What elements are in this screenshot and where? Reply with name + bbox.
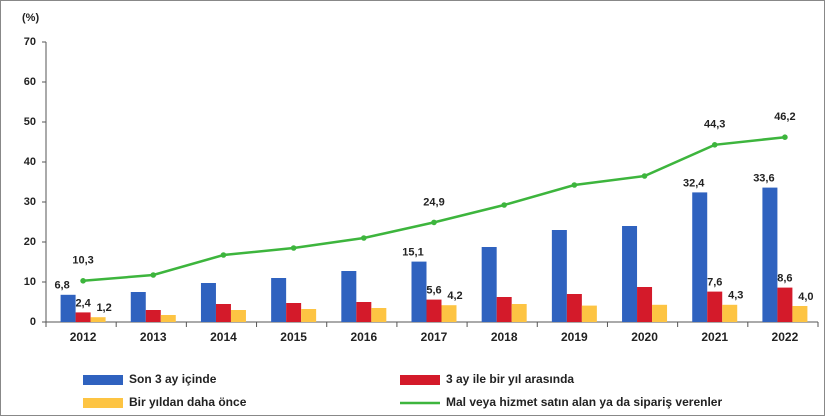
bar	[581, 305, 597, 322]
line-marker	[290, 245, 297, 251]
data-label: 4,2	[447, 290, 462, 302]
bar	[271, 278, 287, 322]
bar	[286, 303, 302, 322]
bar	[566, 294, 582, 322]
data-label: 7,6	[707, 277, 722, 289]
y-tick-label: 0	[30, 316, 36, 328]
line-marker	[220, 252, 227, 258]
bar	[230, 310, 246, 322]
line-marker	[641, 173, 648, 179]
bar	[707, 291, 723, 322]
x-tick-label: 2015	[280, 330, 307, 344]
bar	[341, 271, 357, 322]
data-label: 15,1	[402, 247, 423, 259]
x-tick-label: 2022	[772, 330, 799, 344]
line-marker	[431, 219, 437, 226]
bar	[90, 317, 106, 322]
bar	[426, 299, 442, 322]
x-tick-label: 2017	[421, 330, 448, 344]
bar	[441, 305, 457, 322]
data-label: 32,4	[683, 177, 705, 189]
legend-swatch	[83, 375, 123, 385]
bar	[75, 312, 91, 322]
data-label: 46,2	[774, 111, 795, 123]
x-tick-label: 2014	[210, 330, 237, 344]
bar	[145, 310, 161, 322]
y-tick-label: 50	[24, 116, 36, 128]
data-label: 6,8	[54, 280, 69, 292]
y-tick-label: 10	[24, 276, 36, 288]
bar	[622, 226, 638, 322]
bar	[722, 304, 738, 322]
bar	[652, 304, 668, 322]
x-tick-label: 2012	[70, 330, 97, 344]
bar	[511, 304, 527, 322]
x-tick-label: 2021	[701, 330, 728, 344]
data-label: 33,6	[753, 173, 774, 185]
y-tick-label: 20	[24, 236, 36, 248]
y-tick-label: 60	[24, 76, 36, 88]
x-tick-label: 2019	[561, 330, 588, 344]
bar	[60, 294, 76, 322]
data-label: 4,3	[728, 290, 743, 302]
x-tick-label: 2020	[631, 330, 658, 344]
bar	[637, 287, 653, 322]
line-marker	[80, 278, 86, 284]
bar	[200, 283, 216, 322]
data-label: 24,9	[423, 196, 444, 208]
data-label: 10,3	[72, 255, 93, 267]
bar	[356, 302, 372, 322]
x-tick-label: 2018	[491, 330, 518, 344]
data-label: 5,6	[426, 285, 441, 297]
x-tick-label: 2016	[350, 330, 377, 344]
y-tick-label: 70	[24, 36, 36, 48]
bar	[692, 192, 708, 322]
data-label: 4,0	[798, 291, 813, 303]
bar	[762, 187, 778, 322]
legend-label: Mal veya hizmet satın alan ya da sipariş…	[446, 395, 722, 409]
line-marker	[711, 142, 718, 148]
data-label: 44,3	[704, 119, 725, 131]
bar	[371, 308, 387, 322]
data-label: 8,6	[777, 273, 792, 285]
bar	[496, 297, 512, 322]
line-marker	[361, 235, 367, 241]
bar	[777, 287, 793, 322]
line-marker	[782, 134, 788, 140]
bar	[411, 261, 427, 322]
line-marker	[150, 272, 157, 278]
bar	[215, 304, 231, 322]
line-marker	[501, 202, 507, 208]
bar	[792, 306, 808, 322]
y-tick-label: 40	[24, 156, 36, 168]
bar	[481, 247, 497, 322]
data-label: 2,4	[75, 297, 91, 309]
legend-label: Bir yıldan daha önce	[129, 395, 247, 409]
legend-swatch	[83, 398, 123, 408]
bar	[301, 309, 317, 322]
y-tick-label: 30	[24, 196, 36, 208]
legend-label: 3 ay ile bir yıl arasında	[446, 372, 574, 386]
bar	[130, 292, 146, 322]
y-axis-label: (%)	[22, 12, 39, 24]
legend-swatch	[400, 375, 440, 385]
data-label: 1,2	[96, 302, 111, 314]
legend-label: Son 3 ay içinde	[129, 372, 217, 386]
line-marker	[571, 182, 578, 188]
x-tick-label: 2013	[140, 330, 167, 344]
bar	[160, 315, 176, 322]
bar	[551, 230, 567, 322]
